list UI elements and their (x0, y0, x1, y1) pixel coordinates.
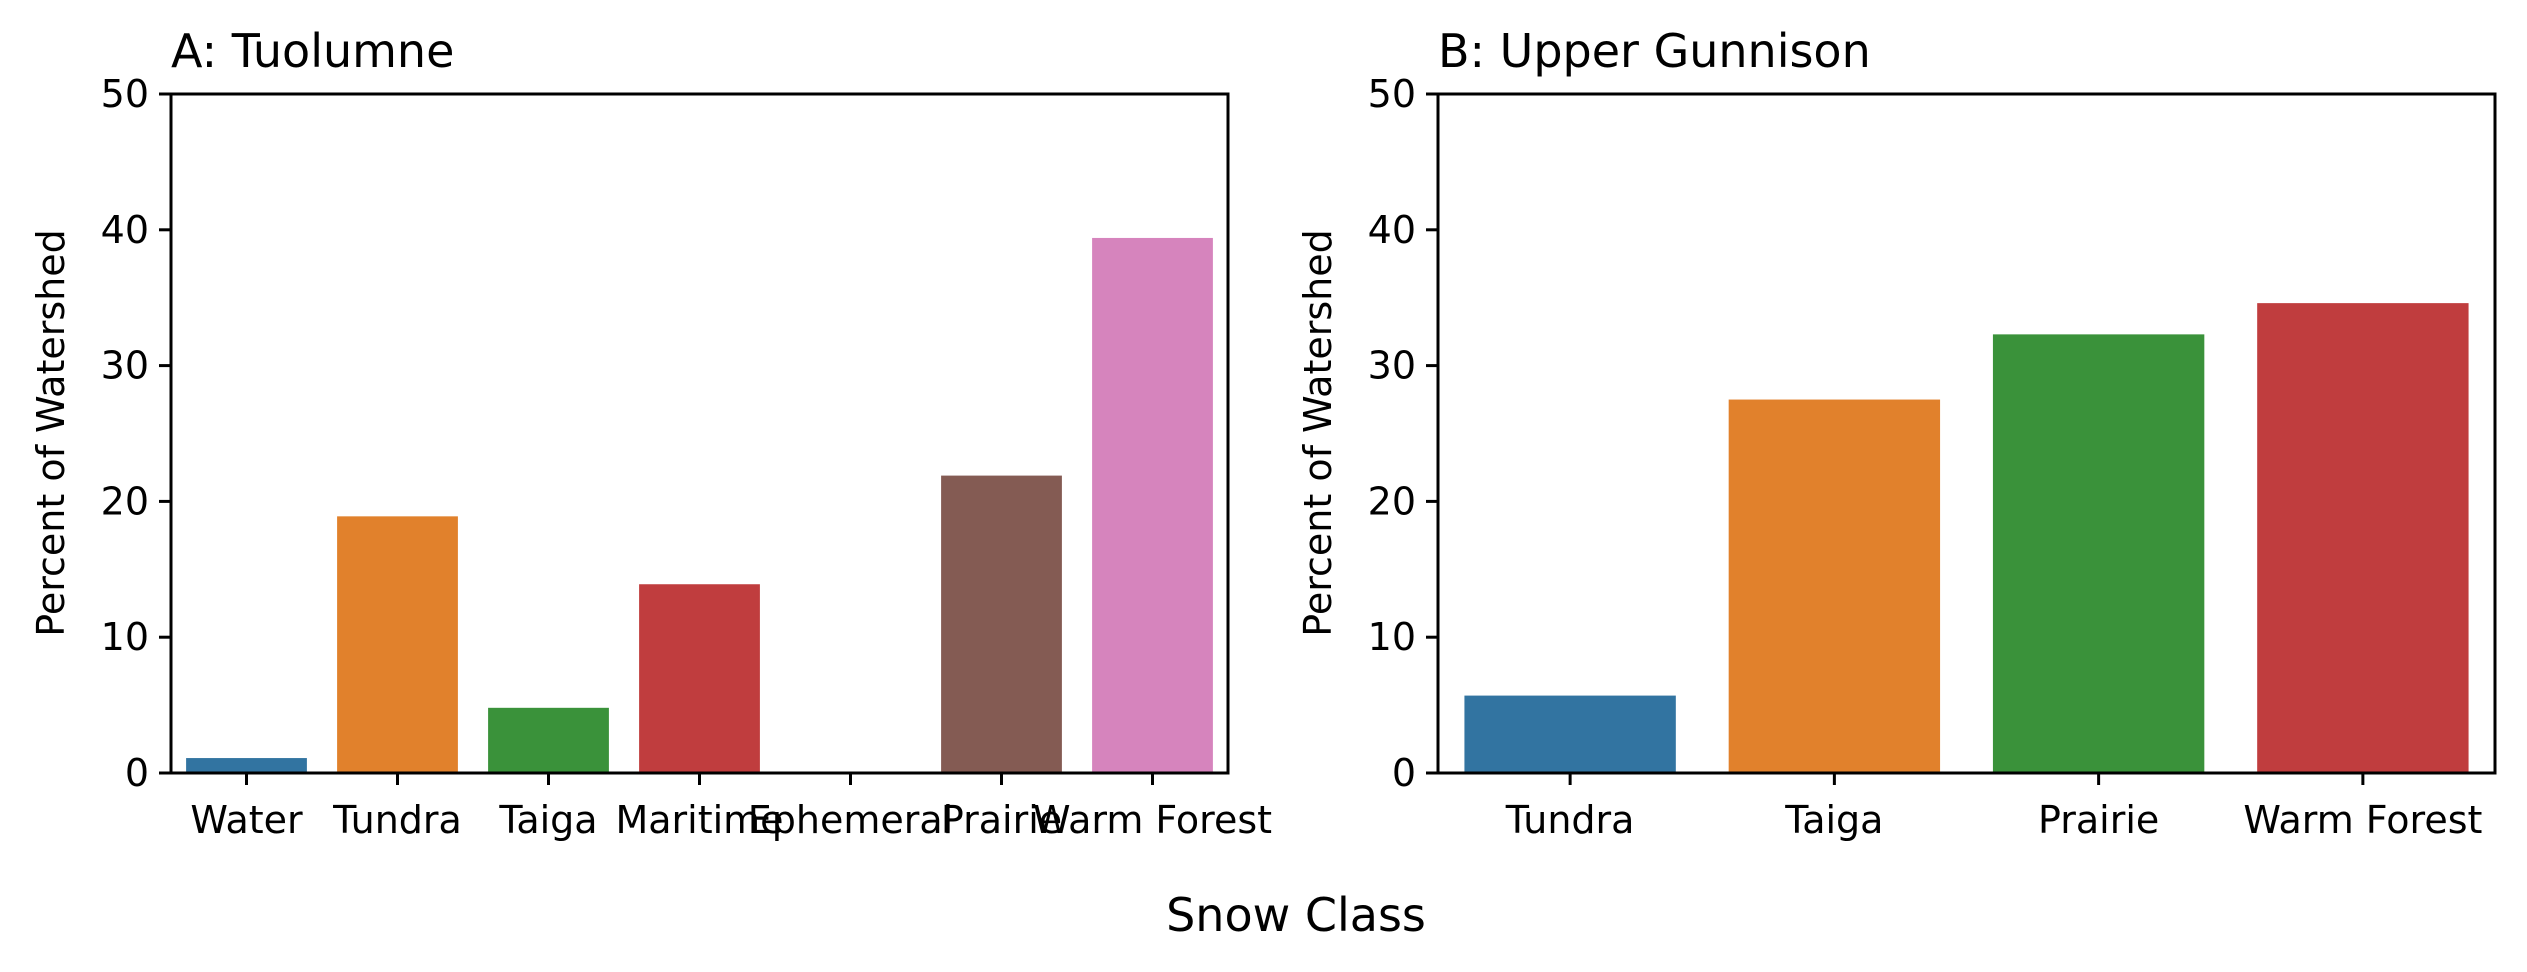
plot-frame (1436, 92, 2497, 775)
panel-title: A: Tuolumne (171, 24, 454, 78)
x-tick-label: Taiga (1784, 798, 1883, 842)
x-tick-label: Taiga (498, 798, 597, 842)
y-tick-label: 0 (1392, 751, 1416, 795)
x-ticks: Tundra Taiga Prairie Warm Forest (1505, 773, 2482, 842)
y-tick-label: 20 (101, 479, 149, 523)
y-axis-label: Percent of Watershed (29, 229, 73, 636)
x-tick-label: Prairie (941, 798, 1062, 842)
bar (186, 758, 307, 773)
y-tick-label: 30 (101, 344, 149, 388)
y-tick-label: 20 (1368, 479, 1416, 523)
x-tick-label: Water (190, 798, 303, 842)
x-tick-label: Ephemeral (748, 798, 953, 842)
y-axis-label: Percent of Watershed (1296, 229, 1340, 636)
x-tick-label: Tundra (332, 798, 462, 842)
y-ticks: 0 10 20 30 40 50 (1368, 72, 1438, 795)
y-tick-label: 50 (101, 72, 149, 116)
panel-upper-gunnison: B: Upper Gunnison Percent of Watershed 0… (1296, 24, 2497, 842)
bar (639, 584, 760, 773)
y-tick-label: 50 (1368, 72, 1416, 116)
bar (337, 516, 458, 773)
shared-x-axis-label: Snow Class (1166, 888, 1426, 942)
y-tick-label: 0 (125, 751, 149, 795)
x-tick-label: Maritime (615, 798, 783, 842)
bars (1464, 303, 2469, 773)
y-tick-label: 10 (1368, 615, 1416, 659)
x-tick-label: Tundra (1505, 798, 1635, 842)
bar (1464, 695, 1676, 773)
y-ticks: 0 10 20 30 40 50 (101, 72, 171, 795)
x-tick-label: Warm Forest (2243, 798, 2482, 842)
bar (1992, 334, 2205, 773)
x-ticks: Water Tundra Taiga MaritimeEphemeralPrairie… (190, 773, 1272, 842)
x-tick-label: Prairie (2038, 798, 2159, 842)
bar (941, 475, 1062, 773)
y-tick-label: 40 (1368, 208, 1416, 252)
y-tick-label: 10 (101, 615, 149, 659)
bar (2257, 303, 2469, 773)
panel-title: B: Upper Gunnison (1438, 24, 1871, 78)
plot-frame (169, 92, 1230, 775)
x-tick-label: Warm Forest (1033, 798, 1272, 842)
bar (1728, 399, 1941, 773)
y-tick-label: 30 (1368, 344, 1416, 388)
y-tick-label: 40 (101, 208, 149, 252)
bars (186, 237, 1213, 773)
panel-tuolumne: A: Tuolumne Percent of Watershed 0 10 20 30… (29, 24, 1272, 842)
bar (488, 707, 609, 773)
bar (1092, 237, 1213, 773)
